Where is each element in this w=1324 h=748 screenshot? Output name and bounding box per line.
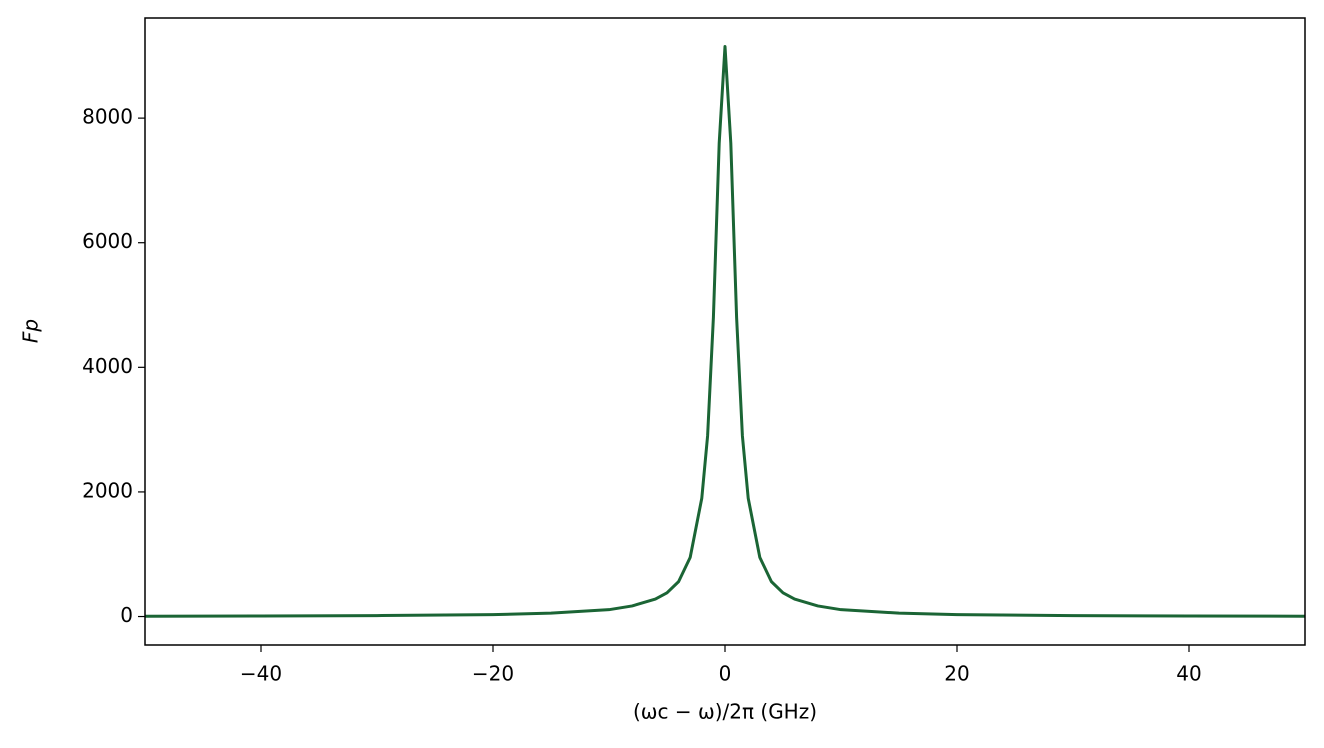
y-tick-label: 8000	[82, 105, 133, 129]
plot-frame	[144, 17, 1306, 646]
x-tick-label: 40	[1176, 662, 1201, 686]
x-tick-label: 20	[944, 662, 969, 686]
x-tick-label: −40	[240, 662, 282, 686]
y-axis-label: Fp	[19, 319, 43, 343]
y-tick-label: 2000	[82, 478, 133, 502]
x-tick-label: 0	[719, 662, 732, 686]
x-axis-label: (ωc − ω)/2π (GHz)	[633, 700, 817, 724]
y-tick-label: 4000	[82, 354, 133, 378]
line-series	[144, 44, 1306, 618]
x-tick-label: −20	[472, 662, 514, 686]
y-tick-label: 6000	[82, 229, 133, 253]
y-tick-label: 0	[120, 603, 133, 627]
